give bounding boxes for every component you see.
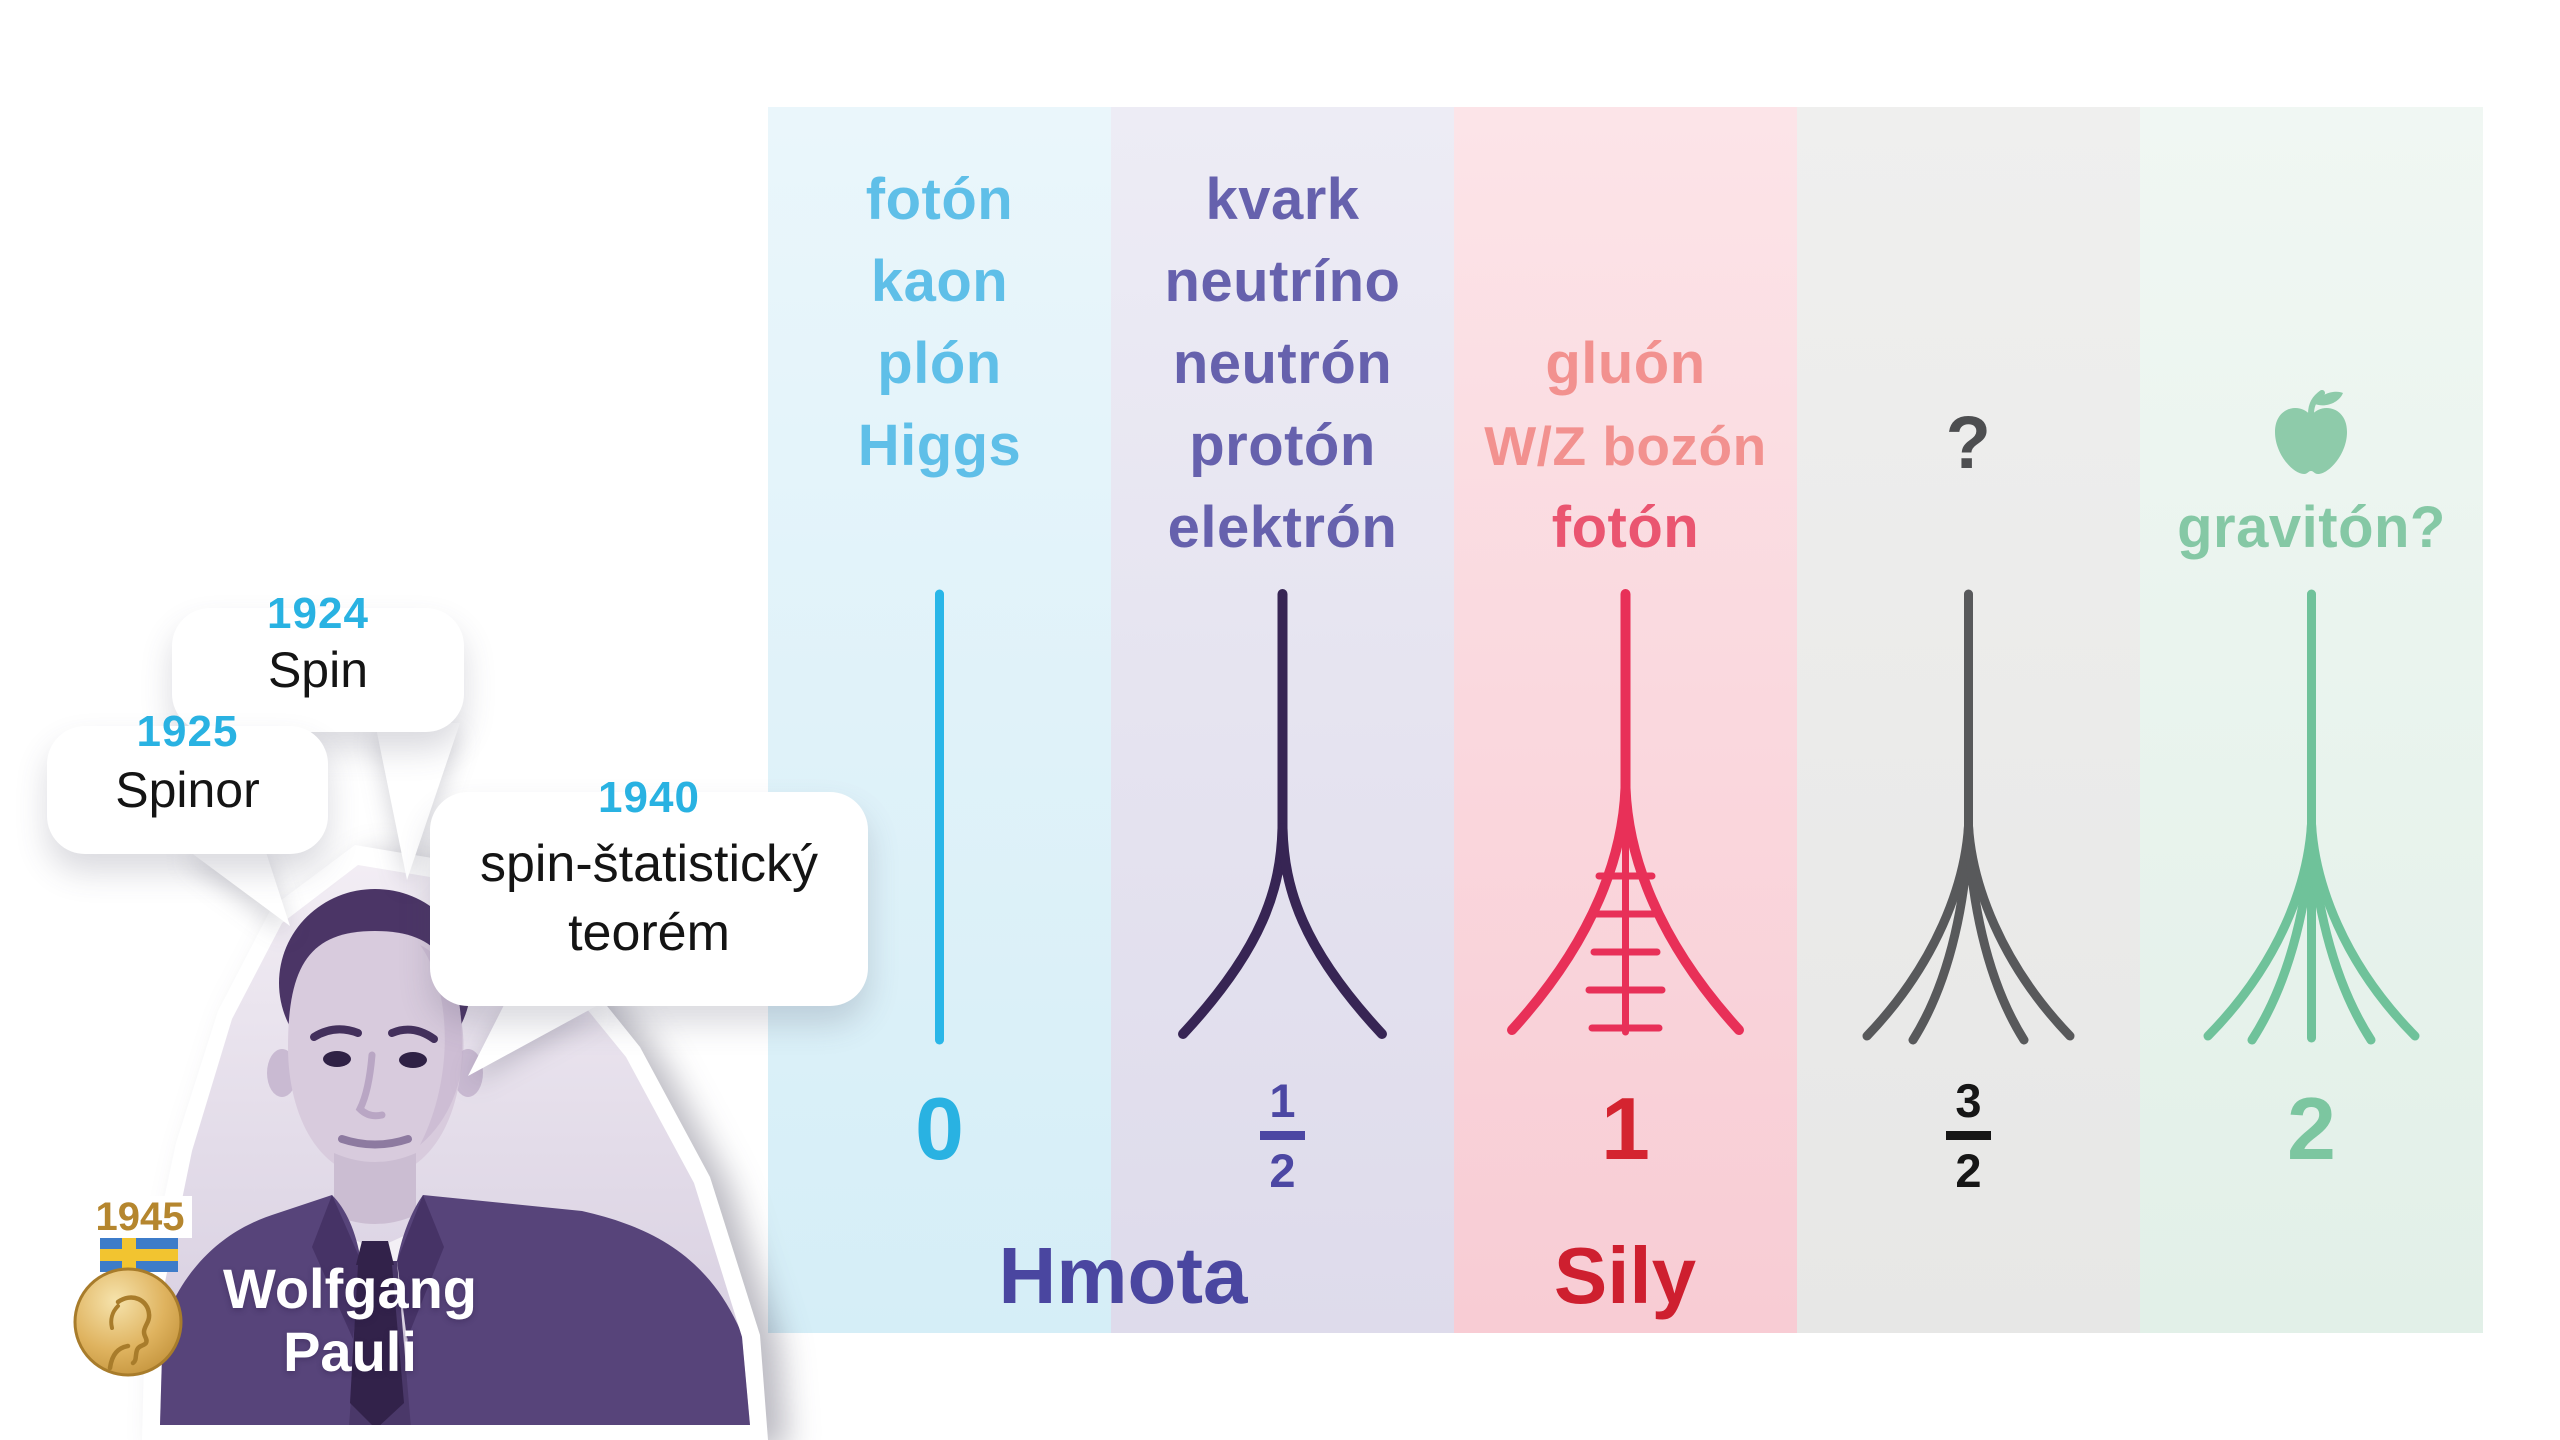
flag-cross-horizontal — [100, 1249, 178, 1261]
particle-label: Higgs — [857, 413, 1022, 478]
fraction-numerator: 1 — [1260, 1077, 1305, 1140]
particle-label: elektrón — [1167, 495, 1398, 560]
group-label-matter: Hmota — [998, 1231, 1248, 1320]
worldline-glyph-spin-1-2 — [1111, 588, 1454, 1046]
worldline-glyph-spin-0 — [768, 588, 1111, 1046]
bubble-tail-spinor — [182, 846, 290, 926]
worldline-glyph-spin-1 — [1454, 588, 1797, 1046]
spin-columns-panel: fotón kaon plón Higgs 0 kvark neutríno n… — [768, 107, 2483, 1333]
spin-value-fraction: 1 2 — [1111, 1077, 1454, 1194]
nobel-year-badge: 1945 — [88, 1196, 192, 1238]
fraction-numerator: 3 — [1946, 1077, 1991, 1140]
speech-bubble-1940: 1940 spin-štatistický teorém — [430, 776, 868, 1006]
particle-label: gravitón? — [2177, 495, 2446, 560]
bubble-tail-spin — [375, 723, 460, 880]
bubble-text-spin: Spin — [172, 608, 464, 732]
worldline-glyph-spin-3-2 — [1797, 588, 2140, 1046]
column-spin-3-2: ? 3 2 — [1797, 107, 2140, 1333]
bubble-line: Spin — [267, 642, 369, 698]
speech-bubble-1925: 1925 Spinor — [47, 710, 328, 854]
column-spin-2: gravitón? 2 — [2140, 107, 2483, 1333]
particle-label: protón — [1189, 413, 1376, 478]
particle-label: fotón — [865, 167, 1014, 232]
column-spin-1: gluón W/Z bozón fotón 1 — [1454, 107, 1797, 1333]
bubble-text-spinor: Spinor — [47, 726, 328, 854]
unknown-particle-label: ? — [1945, 401, 1992, 484]
speech-bubble-1924: 1924 Spin — [172, 592, 464, 732]
nobel-medal-icon — [72, 1264, 184, 1380]
particle-label: plón — [877, 331, 1002, 396]
bubble-tail-theorem — [468, 1003, 602, 1076]
pauli-name-line1: Wolfgang — [222, 1257, 478, 1320]
swedish-flag-icon — [100, 1238, 178, 1272]
particle-label: kaon — [870, 249, 1009, 314]
spin-value: 1 — [1601, 1079, 1650, 1178]
particle-label: kvark — [1205, 167, 1360, 232]
spin-value: 0 — [915, 1079, 964, 1178]
bubble-line: Spinor — [115, 762, 260, 818]
spin-value: 2 — [2287, 1079, 2336, 1178]
column-spin-1-2: kvark neutríno neutrón protón elektrón 1… — [1111, 107, 1454, 1333]
pauli-duotone-portrait — [160, 889, 750, 1425]
worldline-glyph-spin-2 — [2140, 588, 2483, 1046]
particle-label: neutríno — [1164, 249, 1401, 314]
year-1924: 1924 — [267, 589, 369, 638]
year-1925: 1925 — [136, 707, 239, 756]
group-label-forces: Sily — [1553, 1231, 1697, 1320]
particle-label: neutrón — [1172, 331, 1393, 396]
bubble-line: teorém — [568, 904, 730, 962]
particle-label: W/Z bozón — [1484, 415, 1767, 477]
particle-label: gluón — [1545, 331, 1706, 396]
pauli-name-line2: Pauli — [283, 1319, 417, 1383]
fraction-denominator: 2 — [1269, 1144, 1296, 1197]
pauli-name: Wolfgang Pauli — [190, 1257, 510, 1383]
fraction-denominator: 2 — [1955, 1144, 1982, 1197]
apple-icon — [2269, 390, 2353, 478]
bubble-line: spin-štatistický — [479, 835, 819, 894]
pauli-portrait-sticker — [120, 815, 780, 1440]
bubble-text-theorem: spin-štatistický teorém — [430, 792, 868, 1006]
year-1940: 1940 — [598, 773, 700, 822]
particle-label: fotón — [1551, 495, 1700, 560]
column-spin-0: fotón kaon plón Higgs 0 — [768, 107, 1111, 1333]
spin-value-fraction: 3 2 — [1797, 1077, 2140, 1194]
